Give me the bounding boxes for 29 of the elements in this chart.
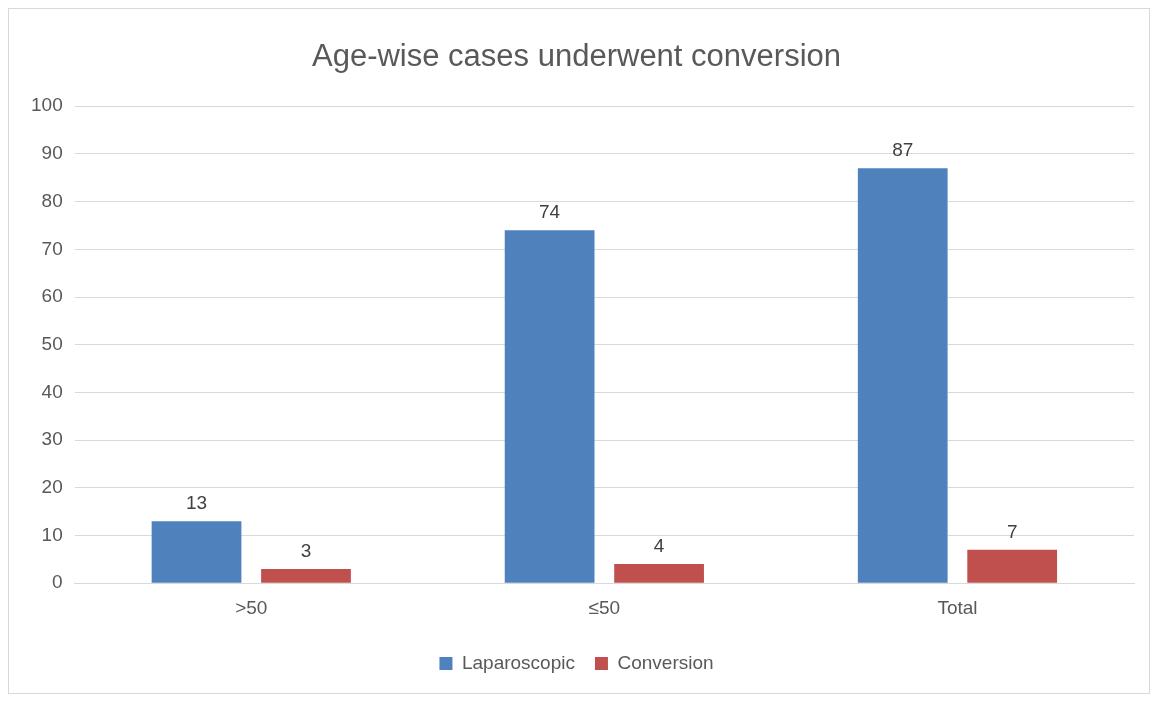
y-tick-label: 40: [41, 380, 63, 402]
bar: [614, 564, 704, 583]
legend-label: Conversion: [617, 651, 714, 673]
x-tick-label: >50: [235, 596, 268, 618]
x-tick-label: Total: [937, 596, 978, 618]
y-tick-label: 10: [41, 523, 63, 545]
y-tick-label: 60: [41, 285, 63, 307]
y-tick-label: 0: [52, 571, 63, 593]
y-tick-label: 50: [41, 332, 63, 354]
data-label: 3: [300, 539, 312, 561]
legend-label: Laparoscopic: [461, 651, 575, 673]
y-tick-label: 70: [41, 237, 63, 259]
chart-title: Age-wise cases underwent conversion: [312, 38, 841, 74]
bar: [857, 168, 948, 583]
bar: [261, 568, 351, 583]
data-label: 87: [892, 138, 914, 160]
y-tick-label: 100: [31, 94, 63, 116]
data-label: 4: [653, 534, 665, 556]
y-tick-label: 90: [41, 142, 63, 164]
data-label: 13: [185, 491, 208, 513]
bar: [151, 521, 242, 583]
bar: [967, 549, 1058, 583]
y-tick-label: 20: [41, 476, 63, 498]
bar: [504, 230, 595, 583]
y-tick-label: 30: [41, 428, 63, 450]
x-tick-label: ≤50: [588, 596, 621, 618]
data-label: 74: [539, 200, 561, 222]
y-tick-label: 80: [41, 189, 63, 211]
data-label: 7: [1006, 520, 1018, 542]
